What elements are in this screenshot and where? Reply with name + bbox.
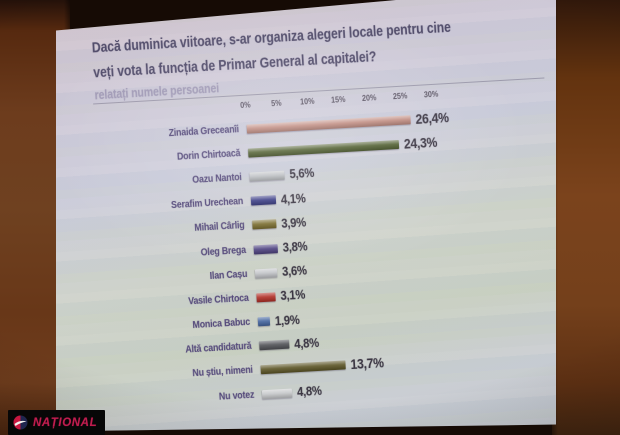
value-label: 4,1%	[280, 191, 307, 207]
axis-tick: 10%	[299, 96, 315, 107]
bar	[249, 170, 285, 182]
category-label: Monica Babuc	[192, 316, 251, 332]
poll-slide: Dacă duminica viitoare, s-ar organiza al…	[56, 0, 556, 435]
question-line-1: Dacă duminica viitoare, s-ar organiza al…	[91, 19, 452, 57]
poll-question: Dacă duminica viitoare, s-ar organiza al…	[91, 11, 531, 105]
chart-row: Nu știu, nimeni 13,7%	[108, 341, 556, 391]
bar-track: 3,9%	[252, 201, 552, 232]
chart-row: Monica Babuc 1,9%	[106, 293, 556, 343]
chart-row: Mihail Cârlig 3,9%	[100, 196, 553, 246]
value-label: 4,8%	[296, 383, 322, 400]
chart-row: Oleg Brega 3,8%	[101, 220, 554, 270]
value-label: 13,7%	[350, 355, 385, 373]
projection-screen: Dacă duminica viitoare, s-ar organiza al…	[56, 0, 556, 435]
chart-row: Nu votez 4,8%	[110, 365, 556, 415]
axis-tick: 15%	[330, 94, 346, 105]
axis-tick: 20%	[361, 93, 377, 103]
bar	[250, 195, 277, 206]
value-label: 5,6%	[288, 166, 315, 182]
chart-row: Vasile Chirtoca 3,1%	[104, 268, 556, 318]
room-wall-right	[552, 0, 620, 435]
category-label: Nu votez	[218, 389, 255, 403]
value-label: 3,6%	[282, 263, 308, 280]
value-label: 3,1%	[280, 288, 306, 304]
axis-tick: 5%	[270, 98, 282, 109]
chart-row: Ilan Cașu 3,6%	[103, 244, 556, 294]
bar	[259, 339, 290, 351]
percent-axis: 0% 5% 10% 15% 20% 25% 30%	[240, 78, 546, 116]
tv-watermark: NAȚIONAL	[8, 410, 106, 435]
bar	[261, 388, 293, 399]
question-note: relatați numele persoanei	[94, 81, 220, 103]
axis-tick: 0%	[239, 100, 251, 111]
bar-track: 4,8%	[261, 370, 556, 401]
bar-track: 1,9%	[257, 298, 556, 329]
bar	[253, 243, 278, 255]
bar	[246, 114, 411, 134]
value-label: 1,9%	[274, 312, 300, 328]
bar-track: 3,6%	[254, 249, 555, 280]
axis-tick: 30%	[423, 89, 439, 100]
category-label: Dorin Chirtoacă	[176, 147, 241, 163]
bar-track: 24,3%	[247, 128, 548, 160]
question-line-2: veți vota la funcția de Primar General a…	[92, 49, 377, 82]
value-label: 26,4%	[414, 109, 449, 127]
value-label: 3,9%	[281, 215, 307, 231]
bar	[254, 267, 278, 279]
bar	[260, 360, 346, 375]
category-label: Oleg Brega	[200, 244, 247, 259]
bar-track: 3,8%	[253, 225, 553, 256]
category-label: Zinaida Greceanîi	[168, 123, 240, 139]
bar	[257, 316, 270, 327]
category-label: Ilan Cașu	[209, 268, 248, 282]
chart-row: Oazu Nantoi 5,6%	[97, 148, 550, 198]
national-globe-icon	[13, 415, 28, 430]
chart-row: Serafim Urechean 4,1%	[99, 172, 552, 222]
chart-rows: Zinaida Greceanîi 26,4% Dorin Chirtoacă …	[94, 99, 556, 415]
value-label: 4,8%	[293, 335, 319, 352]
bar	[256, 292, 277, 303]
chart-row: Dorin Chirtoacă 24,3%	[96, 124, 549, 174]
value-label: 24,3%	[403, 134, 438, 152]
watermark-brand-text: NAȚIONAL	[33, 416, 98, 429]
bar	[247, 139, 399, 158]
category-label: Nu știu, nimeni	[192, 365, 254, 380]
bar-track: 3,1%	[256, 274, 556, 305]
bar	[252, 219, 277, 230]
category-label: Oazu Nantoi	[192, 172, 243, 186]
bar-track: 4,8%	[259, 322, 556, 353]
bar-chart: 0% 5% 10% 15% 20% 25% 30% Zinaida Greceanîi 26…	[93, 77, 556, 416]
bar-track: 5,6%	[249, 153, 549, 184]
bar-track: 26,4%	[246, 104, 546, 136]
category-label: Serafim Urechean	[170, 196, 244, 212]
value-label: 3,8%	[281, 239, 308, 255]
bar-track: 13,7%	[260, 345, 556, 377]
bar-track: 4,1%	[250, 177, 551, 208]
category-label: Altă candidatură	[185, 341, 252, 356]
chart-row: Zinaida Greceanîi 26,4%	[94, 99, 547, 149]
category-label: Mihail Cârlig	[194, 220, 245, 235]
axis-tick: 25%	[392, 91, 408, 102]
category-label: Vasile Chirtoca	[187, 292, 249, 308]
chart-row: Altă candidatură 4,8%	[107, 317, 556, 367]
